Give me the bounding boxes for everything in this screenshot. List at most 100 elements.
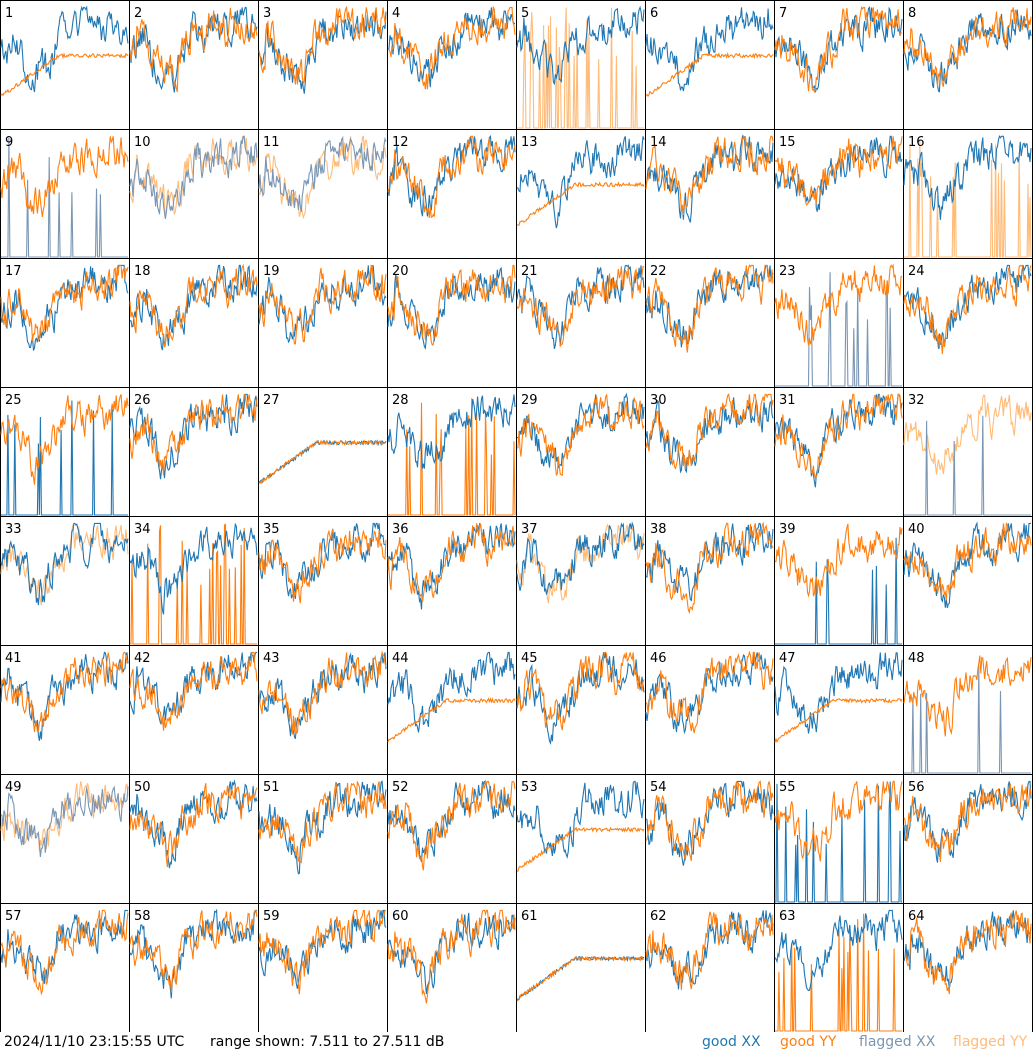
series-xx-37 — [516, 521, 645, 595]
panel-number: 30 — [650, 393, 667, 408]
series-yy-40 — [903, 522, 1032, 601]
panel-number: 11 — [263, 135, 280, 150]
series-yy-53 — [516, 826, 645, 872]
panel-number: 45 — [521, 651, 538, 666]
series-xx-55 — [775, 781, 902, 903]
series-yy-51 — [258, 781, 387, 864]
panel-2: 2 — [129, 0, 259, 130]
panel-number: 47 — [779, 651, 796, 666]
series-xx-23 — [775, 272, 902, 387]
panel-number: 1 — [5, 6, 13, 21]
panel-frame — [258, 774, 388, 904]
series-xx-16 — [903, 135, 1032, 220]
series-yy-12 — [387, 135, 516, 218]
panel-15: 15 — [774, 129, 904, 259]
series-yy-32 — [903, 394, 1032, 475]
panel-32: 32 — [903, 387, 1033, 517]
panel-number: 51 — [263, 780, 280, 795]
panel-number: 49 — [5, 780, 22, 795]
legend-good-yy: good YY — [780, 1034, 837, 1050]
panel-35: 35 — [258, 516, 388, 646]
series-xx-34 — [129, 522, 258, 615]
panel-frame — [774, 0, 904, 130]
panel-number: 42 — [134, 651, 151, 666]
panel-number: 64 — [908, 909, 925, 924]
panel-number: 20 — [392, 264, 409, 279]
panel-frame — [0, 0, 130, 130]
series-yy-61 — [516, 955, 645, 1002]
panel-number: 58 — [134, 909, 151, 924]
panel-26: 26 — [129, 387, 259, 517]
panel-number: 25 — [5, 393, 22, 408]
panel-number: 52 — [392, 780, 409, 795]
panel-number: 19 — [263, 264, 280, 279]
series-xx-47 — [774, 652, 903, 734]
series-yy-63 — [775, 913, 902, 1032]
panel-24: 24 — [903, 258, 1033, 388]
series-yy-27 — [258, 439, 387, 485]
panel-18: 18 — [129, 258, 259, 388]
panel-27: 27 — [258, 387, 388, 517]
panel-1: 1 — [0, 0, 130, 130]
series-xx-53 — [516, 780, 645, 860]
panel-44: 44 — [387, 645, 517, 775]
panel-number: 60 — [392, 909, 409, 924]
series-yy-31 — [774, 393, 903, 479]
series-yy-5 — [517, 7, 644, 129]
panel-number: 27 — [263, 393, 280, 408]
series-yy-30 — [645, 393, 774, 470]
panel-58: 58 — [129, 903, 259, 1032]
series-yy-9 — [0, 136, 129, 217]
panel-40: 40 — [903, 516, 1033, 646]
panel-6: 6 — [645, 0, 775, 130]
series-xx-30 — [645, 397, 774, 474]
series-yy-35 — [258, 529, 387, 604]
range-label: range shown: 7.511 to 27.511 dB — [210, 1034, 445, 1050]
panel-number: 16 — [908, 135, 925, 150]
panel-16: 16 — [903, 129, 1033, 259]
panel-frame — [387, 0, 517, 130]
panel-number: 28 — [392, 393, 409, 408]
panel-number: 55 — [779, 780, 796, 795]
panel-57: 57 — [0, 903, 130, 1032]
series-yy-6 — [645, 51, 774, 98]
panel-number: 6 — [650, 6, 658, 21]
panel-54: 54 — [645, 774, 775, 904]
panel-14: 14 — [645, 129, 775, 259]
series-yy-18 — [129, 263, 258, 348]
panel-22: 22 — [645, 258, 775, 388]
series-yy-17 — [0, 264, 129, 342]
panel-29: 29 — [516, 387, 646, 517]
panel-number: 23 — [779, 264, 796, 279]
series-xx-10 — [129, 135, 258, 219]
series-yy-54 — [645, 780, 774, 862]
panel-33: 33 — [0, 516, 130, 646]
panel-21: 21 — [516, 258, 646, 388]
series-yy-24 — [903, 264, 1032, 354]
panel-12: 12 — [387, 129, 517, 259]
panel-50: 50 — [129, 774, 259, 904]
series-yy-8 — [903, 7, 1032, 87]
panel-number: 44 — [392, 651, 409, 666]
series-yy-57 — [0, 909, 129, 996]
panel-number: 43 — [263, 651, 280, 666]
series-yy-42 — [129, 651, 258, 731]
panel-number: 37 — [521, 522, 538, 537]
panel-number: 31 — [779, 393, 796, 408]
series-yy-20 — [387, 264, 516, 346]
series-xx-13 — [516, 136, 645, 229]
panel-34: 34 — [129, 516, 259, 646]
panel-number: 15 — [779, 135, 796, 150]
series-xx-48 — [904, 666, 1031, 774]
panel-number: 2 — [134, 6, 142, 21]
series-xx-64 — [903, 910, 1032, 989]
panel-53: 53 — [516, 774, 646, 904]
series-yy-43 — [258, 650, 387, 735]
panel-37: 37 — [516, 516, 646, 646]
series-yy-44 — [387, 697, 516, 743]
series-yy-25 — [0, 394, 129, 485]
series-yy-58 — [129, 909, 258, 993]
panel-frame — [129, 903, 259, 1032]
panel-63: 63 — [774, 903, 904, 1032]
